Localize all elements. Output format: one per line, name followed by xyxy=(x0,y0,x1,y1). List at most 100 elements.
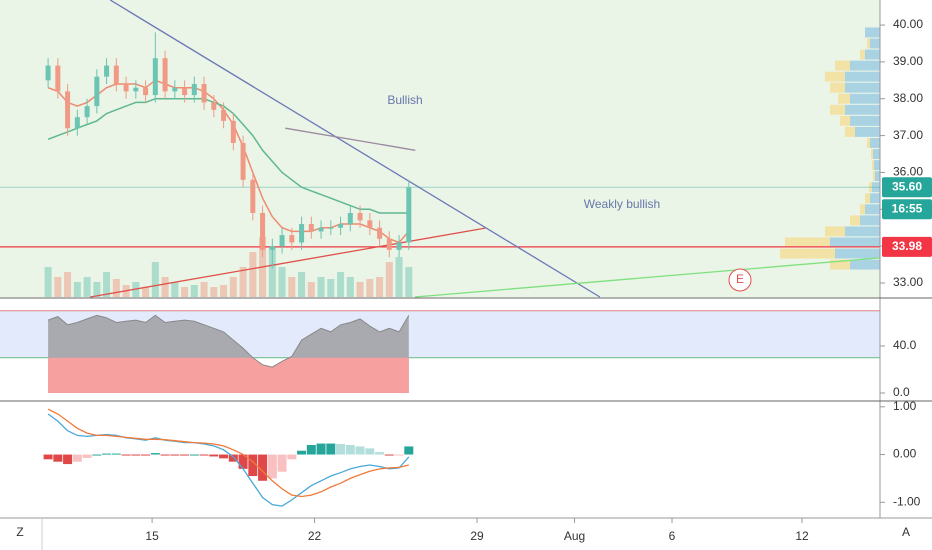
volume-bar xyxy=(346,277,354,297)
candle-body xyxy=(84,106,90,118)
auto-scale-button[interactable]: A xyxy=(902,525,910,539)
profile-up xyxy=(845,71,880,82)
timezone-button[interactable]: Z xyxy=(16,525,23,539)
candle-body xyxy=(308,224,314,232)
candle-body xyxy=(406,187,412,243)
profile-up xyxy=(845,226,880,237)
profile-up xyxy=(865,204,880,215)
profile-down xyxy=(867,137,870,148)
profile-down xyxy=(845,126,855,137)
hline-label: 33.98 xyxy=(892,239,922,253)
volume-bar xyxy=(356,282,364,297)
histogram-bar xyxy=(258,454,268,481)
volume-bar xyxy=(200,282,208,297)
histogram-bar xyxy=(82,454,92,458)
candle-body xyxy=(55,65,61,92)
candle-body xyxy=(386,238,392,250)
candle-body xyxy=(357,212,363,221)
volume-bar xyxy=(44,267,52,297)
x-tick-label: 29 xyxy=(470,529,484,543)
annotation: Bullish xyxy=(387,93,422,107)
candle-body xyxy=(152,58,158,96)
candle-body xyxy=(143,87,149,96)
x-tick-label: 6 xyxy=(669,529,676,543)
macd-line xyxy=(47,413,410,507)
volume-bar xyxy=(337,272,345,297)
profile-down xyxy=(830,259,850,270)
candle-body xyxy=(201,84,207,103)
histogram-bar xyxy=(277,454,287,472)
countdown-box xyxy=(882,199,932,220)
candle-body xyxy=(45,65,51,81)
event-marker-label[interactable]: E xyxy=(736,272,744,286)
histogram-bar xyxy=(375,452,385,455)
profile-down xyxy=(830,104,845,115)
candle-body xyxy=(347,212,353,225)
candle-body xyxy=(133,87,139,92)
histogram-bar xyxy=(238,454,248,469)
event-marker[interactable] xyxy=(728,268,752,292)
histogram-bar xyxy=(336,444,346,455)
profile-up xyxy=(873,149,880,160)
y-tick-label: 37.00 xyxy=(893,128,923,142)
histogram-bar xyxy=(355,446,365,455)
volume-bar xyxy=(307,282,315,297)
histogram-bar xyxy=(345,444,355,455)
volume-bar xyxy=(210,287,218,297)
profile-up xyxy=(855,126,880,137)
y-tick-label: 38.00 xyxy=(893,91,923,105)
trendline xyxy=(90,227,486,298)
y-tick-label: 33.00 xyxy=(893,275,923,289)
candle-body xyxy=(230,120,236,143)
profile-down xyxy=(872,160,874,171)
trendline xyxy=(285,127,416,151)
candle-body xyxy=(211,102,217,110)
histogram-bar xyxy=(326,443,336,455)
volume-bar xyxy=(64,272,72,297)
profile-down xyxy=(865,193,870,204)
x-tick-label: 12 xyxy=(795,529,809,543)
histogram-bar xyxy=(287,454,297,460)
histogram-bar xyxy=(131,454,141,456)
volume-bar xyxy=(327,279,335,297)
candle-body xyxy=(123,84,129,92)
profile-up xyxy=(872,182,880,193)
volume-bar xyxy=(229,277,237,297)
volume-bar xyxy=(385,262,393,297)
volume-bar xyxy=(151,262,159,297)
profile-down xyxy=(850,215,860,226)
histogram-bar xyxy=(209,454,219,457)
candle-body xyxy=(221,109,227,121)
profile-up xyxy=(845,82,880,93)
profile-down xyxy=(860,49,865,60)
profile-up xyxy=(850,93,880,104)
profile-down xyxy=(785,237,830,248)
moving-average xyxy=(47,98,409,214)
volume-bar xyxy=(249,252,257,297)
profile-up xyxy=(830,237,880,248)
histogram-bar xyxy=(170,454,180,456)
profile-up xyxy=(865,27,880,38)
candle-body xyxy=(94,76,100,107)
histogram-bar xyxy=(121,454,131,456)
histogram-bar xyxy=(228,454,238,462)
candle-body xyxy=(182,87,188,96)
profile-up xyxy=(870,193,880,204)
volume-bar xyxy=(93,282,101,297)
candle-body xyxy=(279,235,285,247)
histogram-bar xyxy=(384,454,394,456)
volume-bar xyxy=(83,277,91,297)
trendline xyxy=(414,257,881,298)
profile-up xyxy=(874,160,880,171)
candle-body xyxy=(113,65,119,85)
histogram-bar xyxy=(199,454,209,456)
volume-bar xyxy=(103,272,111,297)
profile-up xyxy=(850,115,880,126)
y-tick-label: 0.00 xyxy=(893,447,917,461)
countdown-label: 16:55 xyxy=(892,201,923,215)
y-tick-label: 39.00 xyxy=(893,54,923,68)
annotation: Weakly bullish xyxy=(584,197,660,211)
